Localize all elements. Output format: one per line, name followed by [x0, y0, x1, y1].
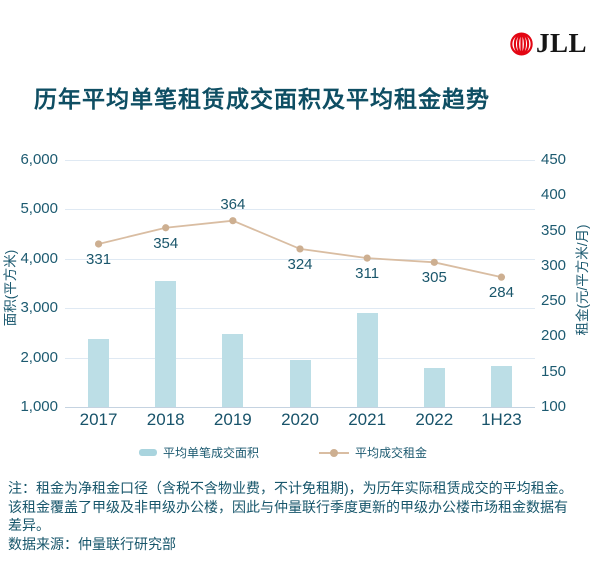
rent-value-label-2020: 324 [287, 255, 313, 273]
x-axis-label-2017: 2017 [79, 410, 118, 429]
gridline [65, 308, 535, 310]
right-axis-tick: 450 [541, 151, 567, 168]
rent-dot-2019 [229, 217, 237, 225]
right-axis-tick: 350 [541, 221, 567, 239]
bar-2018 [155, 281, 177, 407]
rent-value-label-2017: 331 [86, 250, 112, 268]
gridline [65, 357, 535, 359]
x-axis-label-2021: 2021 [348, 410, 387, 429]
legend-label-rent: 平均成交租金 [355, 446, 428, 460]
rent-dot-2020 [296, 245, 304, 253]
source-line: 数据来源：仲量联行研究部 [8, 535, 176, 552]
legend-label-area: 平均单笔成交面积 [162, 446, 259, 460]
x-axis-line [65, 407, 535, 408]
legend: 平均单笔成交面积 平均成交租金 [138, 444, 427, 461]
footnote-line: 注：租金为净租金口径（含税不含物业费，不计免租期)，为历年实际租赁成交的平均租金… [8, 480, 573, 496]
left-axis-tick: 5,000 [20, 200, 58, 218]
gridline [65, 209, 535, 211]
right-axis-tick: 200 [541, 327, 567, 345]
left-axis-tick: 3,000 [20, 299, 58, 317]
rent-dot-2017 [94, 240, 103, 248]
rent-value-label-1H23: 284 [488, 284, 514, 302]
bar-2022 [423, 368, 445, 407]
bar-2017 [88, 338, 110, 407]
left-axis-title: 面积(平方米) [3, 249, 18, 327]
rent-dot-2021 [363, 254, 371, 262]
rent-dot-1H23 [497, 273, 506, 281]
x-axis-label-2020: 2020 [281, 410, 319, 429]
x-axis-label-2018: 2018 [146, 410, 185, 429]
left-axis-tick: 4,000 [20, 249, 58, 267]
rent-dot-2018 [162, 224, 170, 232]
right-axis-tick: 100 [541, 398, 567, 415]
bar-swatch-icon [138, 449, 157, 456]
line-swatch-icon [319, 448, 349, 457]
right-axis-tick: 300 [541, 256, 567, 274]
right-axis-tick: 250 [541, 292, 567, 310]
legend-item-area: 平均单笔成交面积 [138, 444, 259, 461]
gridline [65, 160, 535, 161]
right-axis-title: 租金(元/平方米/月) [575, 224, 590, 336]
rent-value-label-2022: 305 [421, 269, 447, 287]
footnote-line: 差异。 [8, 517, 50, 533]
left-axis-tick: 2,000 [20, 348, 58, 366]
x-axis-label-2019: 2019 [213, 410, 252, 429]
page-title: 历年平均单笔租赁成交面积及平均租金趋势 [34, 86, 490, 112]
jll-logo: JLL [510, 30, 587, 57]
x-axis-label-2022: 2022 [415, 410, 454, 429]
footnote: 注：租金为净租金口径（含税不含物业费，不计免租期)，为历年实际租赁成交的平均租金… [8, 479, 594, 553]
left-axis-tick: 1,000 [20, 398, 58, 415]
rent-value-label-2021: 311 [355, 265, 380, 283]
bar-2020 [289, 360, 311, 407]
bar-2021 [356, 313, 378, 407]
legend-item-rent: 平均成交租金 [319, 444, 427, 461]
gridline [65, 258, 535, 260]
left-axis-tick: 6,000 [20, 151, 58, 168]
rent-dot-2022 [430, 258, 438, 266]
rent-value-label-2019: 364 [220, 195, 246, 213]
rent-line-svg [94, 217, 506, 281]
jll-wordmark: JLL [536, 28, 588, 58]
footnote-line: 该租金覆盖了甲级及非甲级办公楼，因此与仲量联行季度更新的甲级办公楼市场租金数据有 [8, 498, 568, 515]
bar-2019 [222, 333, 244, 407]
jll-globe-icon [510, 32, 533, 56]
x-axis-label-1H23: 1H23 [481, 410, 522, 429]
right-axis-tick: 150 [541, 362, 567, 380]
bar-1H23 [490, 366, 512, 407]
right-axis-tick: 400 [541, 186, 567, 204]
rent-value-label-2018: 354 [153, 234, 179, 252]
line-swatch-dot-icon [330, 448, 338, 457]
